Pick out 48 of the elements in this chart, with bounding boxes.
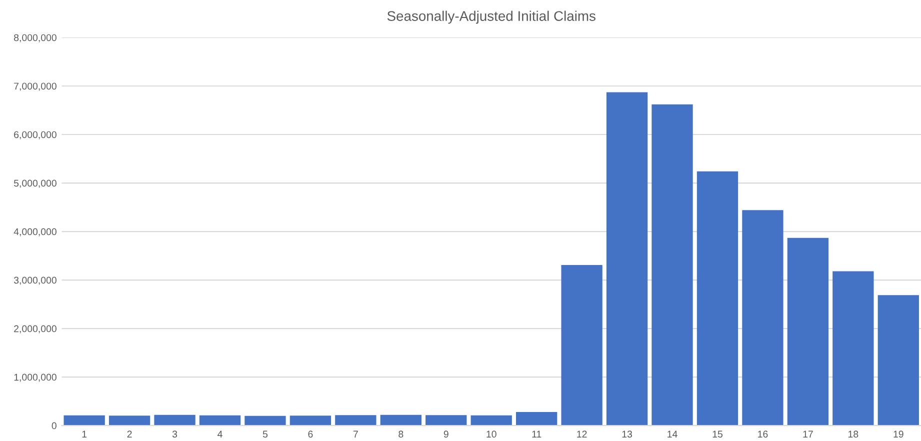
bar [878, 295, 919, 426]
x-tick-label: 6 [308, 430, 313, 438]
x-tick-label: 14 [668, 430, 678, 438]
bar [199, 415, 241, 426]
x-tick-label: 15 [712, 430, 722, 438]
y-tick-label: 5,000,000 [14, 180, 56, 188]
bar [652, 104, 693, 426]
x-tick-label: 4 [218, 430, 222, 438]
bar [696, 171, 738, 426]
bar [742, 210, 784, 426]
y-tick-label: 2,000,000 [14, 325, 56, 334]
x-tick-label: 2 [127, 430, 132, 438]
x-tick-label: 19 [894, 430, 904, 438]
bar [832, 271, 874, 426]
bar [64, 415, 105, 426]
x-tick-label: 10 [486, 430, 496, 438]
x-tick-label: 18 [848, 430, 858, 438]
y-tick-label: 6,000,000 [14, 131, 56, 140]
bar [380, 414, 422, 426]
bar [561, 264, 602, 426]
bar [335, 415, 376, 426]
x-tick-label: 7 [353, 430, 358, 438]
bar [470, 415, 512, 426]
x-tick-label: 16 [758, 430, 768, 438]
bar [244, 416, 286, 426]
bar [154, 414, 196, 426]
x-tick-label: 3 [172, 430, 178, 438]
x-tick-label: 11 [532, 430, 542, 438]
x-tick-label: 12 [577, 430, 587, 438]
y-tick-label: 8,000,000 [14, 34, 56, 42]
x-tick-label: 13 [622, 430, 632, 438]
chart-title: Seasonally-Adjusted Initial Claims [387, 10, 596, 24]
x-tick-label: 1 [82, 430, 87, 438]
bar [108, 416, 150, 426]
x-tick-label: 5 [262, 430, 268, 438]
bar [606, 92, 648, 426]
x-tick-label: 8 [398, 430, 404, 438]
bar [290, 416, 332, 426]
y-tick-label: 7,000,000 [14, 82, 56, 91]
y-tick-label: 3,000,000 [14, 276, 56, 285]
bar [426, 415, 467, 426]
y-tick-label: 4,000,000 [14, 228, 56, 236]
y-tick-label: 0 [52, 422, 56, 430]
y-tick-label: 1,000,000 [14, 374, 56, 382]
x-tick-label: 17 [803, 430, 813, 438]
bar [787, 238, 829, 426]
bar [516, 412, 558, 426]
x-tick-label: 9 [444, 430, 448, 438]
